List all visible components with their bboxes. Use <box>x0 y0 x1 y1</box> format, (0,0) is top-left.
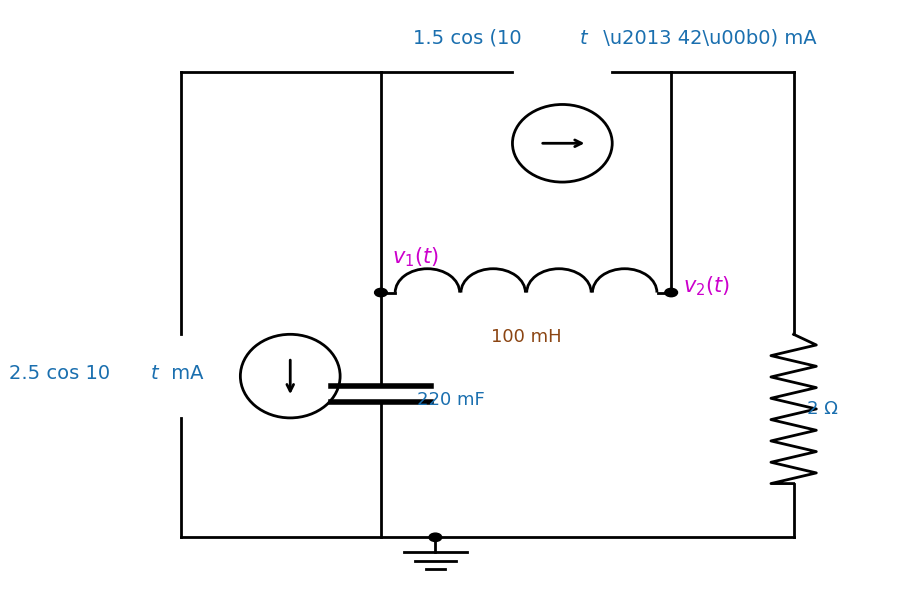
Text: $t$: $t$ <box>579 29 589 48</box>
Text: mA: mA <box>165 364 203 383</box>
Text: $t$: $t$ <box>150 364 160 383</box>
Circle shape <box>429 533 442 541</box>
Text: 2.5 cos 10: 2.5 cos 10 <box>9 364 110 383</box>
Circle shape <box>665 288 678 297</box>
Text: \u2013 42\u00b0) mA: \u2013 42\u00b0) mA <box>597 29 816 48</box>
Text: 100 mH: 100 mH <box>491 328 561 346</box>
Text: 1.5 cos (10: 1.5 cos (10 <box>413 29 522 48</box>
Text: $v_1(t)$: $v_1(t)$ <box>392 245 439 269</box>
Text: $v_2(t)$: $v_2(t)$ <box>683 275 730 298</box>
Text: 220 mF: 220 mF <box>417 391 485 409</box>
Text: 2 Ω: 2 Ω <box>807 400 838 418</box>
Circle shape <box>375 288 387 297</box>
